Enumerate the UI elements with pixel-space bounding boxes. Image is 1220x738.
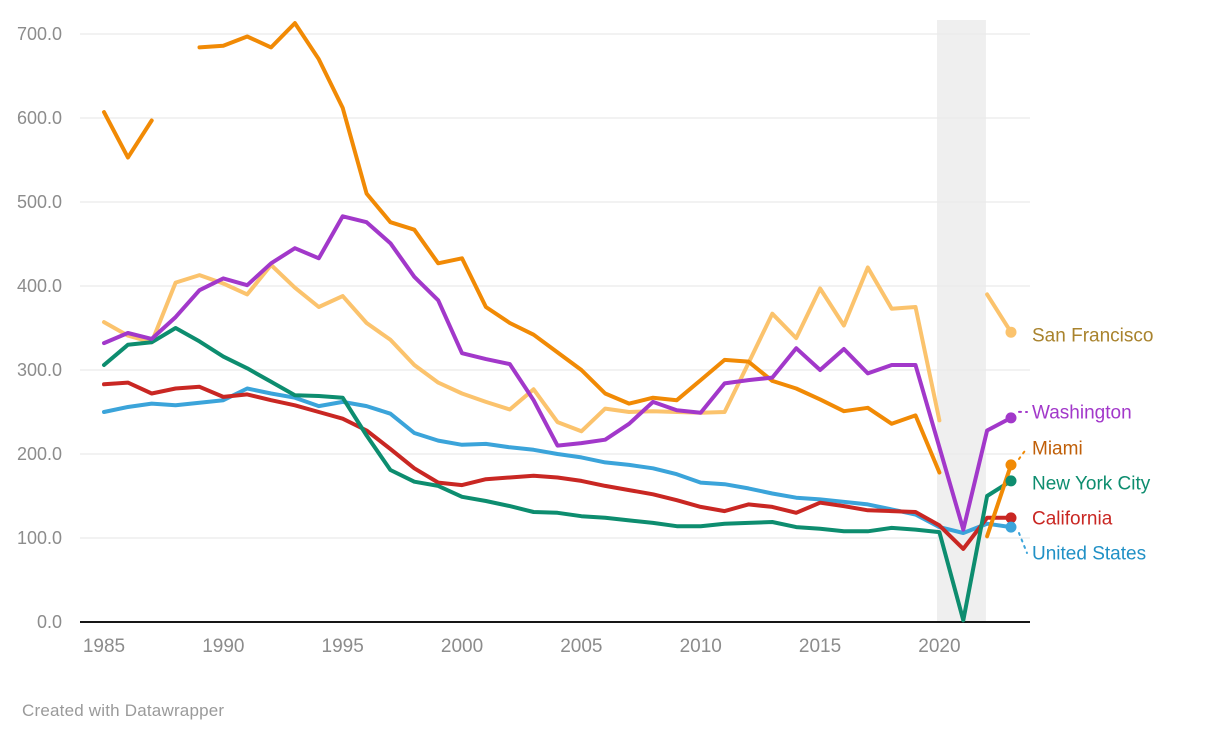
y-tick-label: 200.0 bbox=[17, 444, 62, 464]
series-label-san-francisco: San Francisco bbox=[1032, 326, 1153, 347]
series-line-san-francisco bbox=[102, 263, 1013, 434]
series-label-washington: Washington bbox=[1032, 403, 1132, 424]
x-tick-label: 2005 bbox=[560, 636, 602, 657]
series-line-miami bbox=[102, 21, 1013, 539]
y-tick-label: 100.0 bbox=[17, 528, 62, 548]
x-tick-label: 1985 bbox=[83, 636, 125, 657]
x-tick-label: 2010 bbox=[680, 636, 722, 657]
y-tick-label: 300.0 bbox=[17, 360, 62, 380]
x-tick-label: 2015 bbox=[799, 636, 841, 657]
x-tick-label: 2000 bbox=[441, 636, 483, 657]
series-label-california: California bbox=[1032, 509, 1113, 530]
label-connector-miami bbox=[1018, 447, 1028, 460]
series-line-washington bbox=[102, 214, 1013, 532]
x-tick-label: 1995 bbox=[322, 636, 364, 657]
series-label-united-states: United States bbox=[1032, 544, 1146, 565]
series-label-new-york-city: New York City bbox=[1032, 474, 1151, 495]
series-line-california bbox=[102, 380, 1013, 551]
series-label-miami: Miami bbox=[1032, 439, 1083, 460]
series-end-dot-california bbox=[1005, 512, 1017, 524]
series-end-dot-washington bbox=[1005, 412, 1017, 424]
label-connector-united-states bbox=[1018, 532, 1028, 554]
y-tick-label: 700.0 bbox=[17, 24, 62, 44]
y-tick-label: 400.0 bbox=[17, 276, 62, 296]
y-tick-label: 600.0 bbox=[17, 108, 62, 128]
y-tick-label: 0.0 bbox=[37, 612, 62, 632]
x-tick-label: 2020 bbox=[918, 636, 960, 657]
series-end-dot-miami bbox=[1005, 459, 1017, 471]
x-tick-label: 1990 bbox=[202, 636, 244, 657]
series-line-united-states bbox=[102, 386, 1013, 535]
series-line-new-york-city bbox=[102, 326, 1013, 623]
series-end-dot-san-francisco bbox=[1005, 326, 1017, 338]
series-end-dot-new-york-city bbox=[1005, 475, 1017, 487]
line-chart: 0.0 100.0 200.0 300.0 400.0 500.0 600.0 700.0 19… bbox=[17, 20, 1153, 657]
series-end-dot-united-states bbox=[1005, 521, 1017, 533]
chart-canvas: 0.0 100.0 200.0 300.0 400.0 500.0 600.0 700.0 19… bbox=[17, 20, 1153, 657]
y-tick-label: 500.0 bbox=[17, 192, 62, 212]
datawrapper-credit: Created with Datawrapper bbox=[22, 701, 225, 720]
